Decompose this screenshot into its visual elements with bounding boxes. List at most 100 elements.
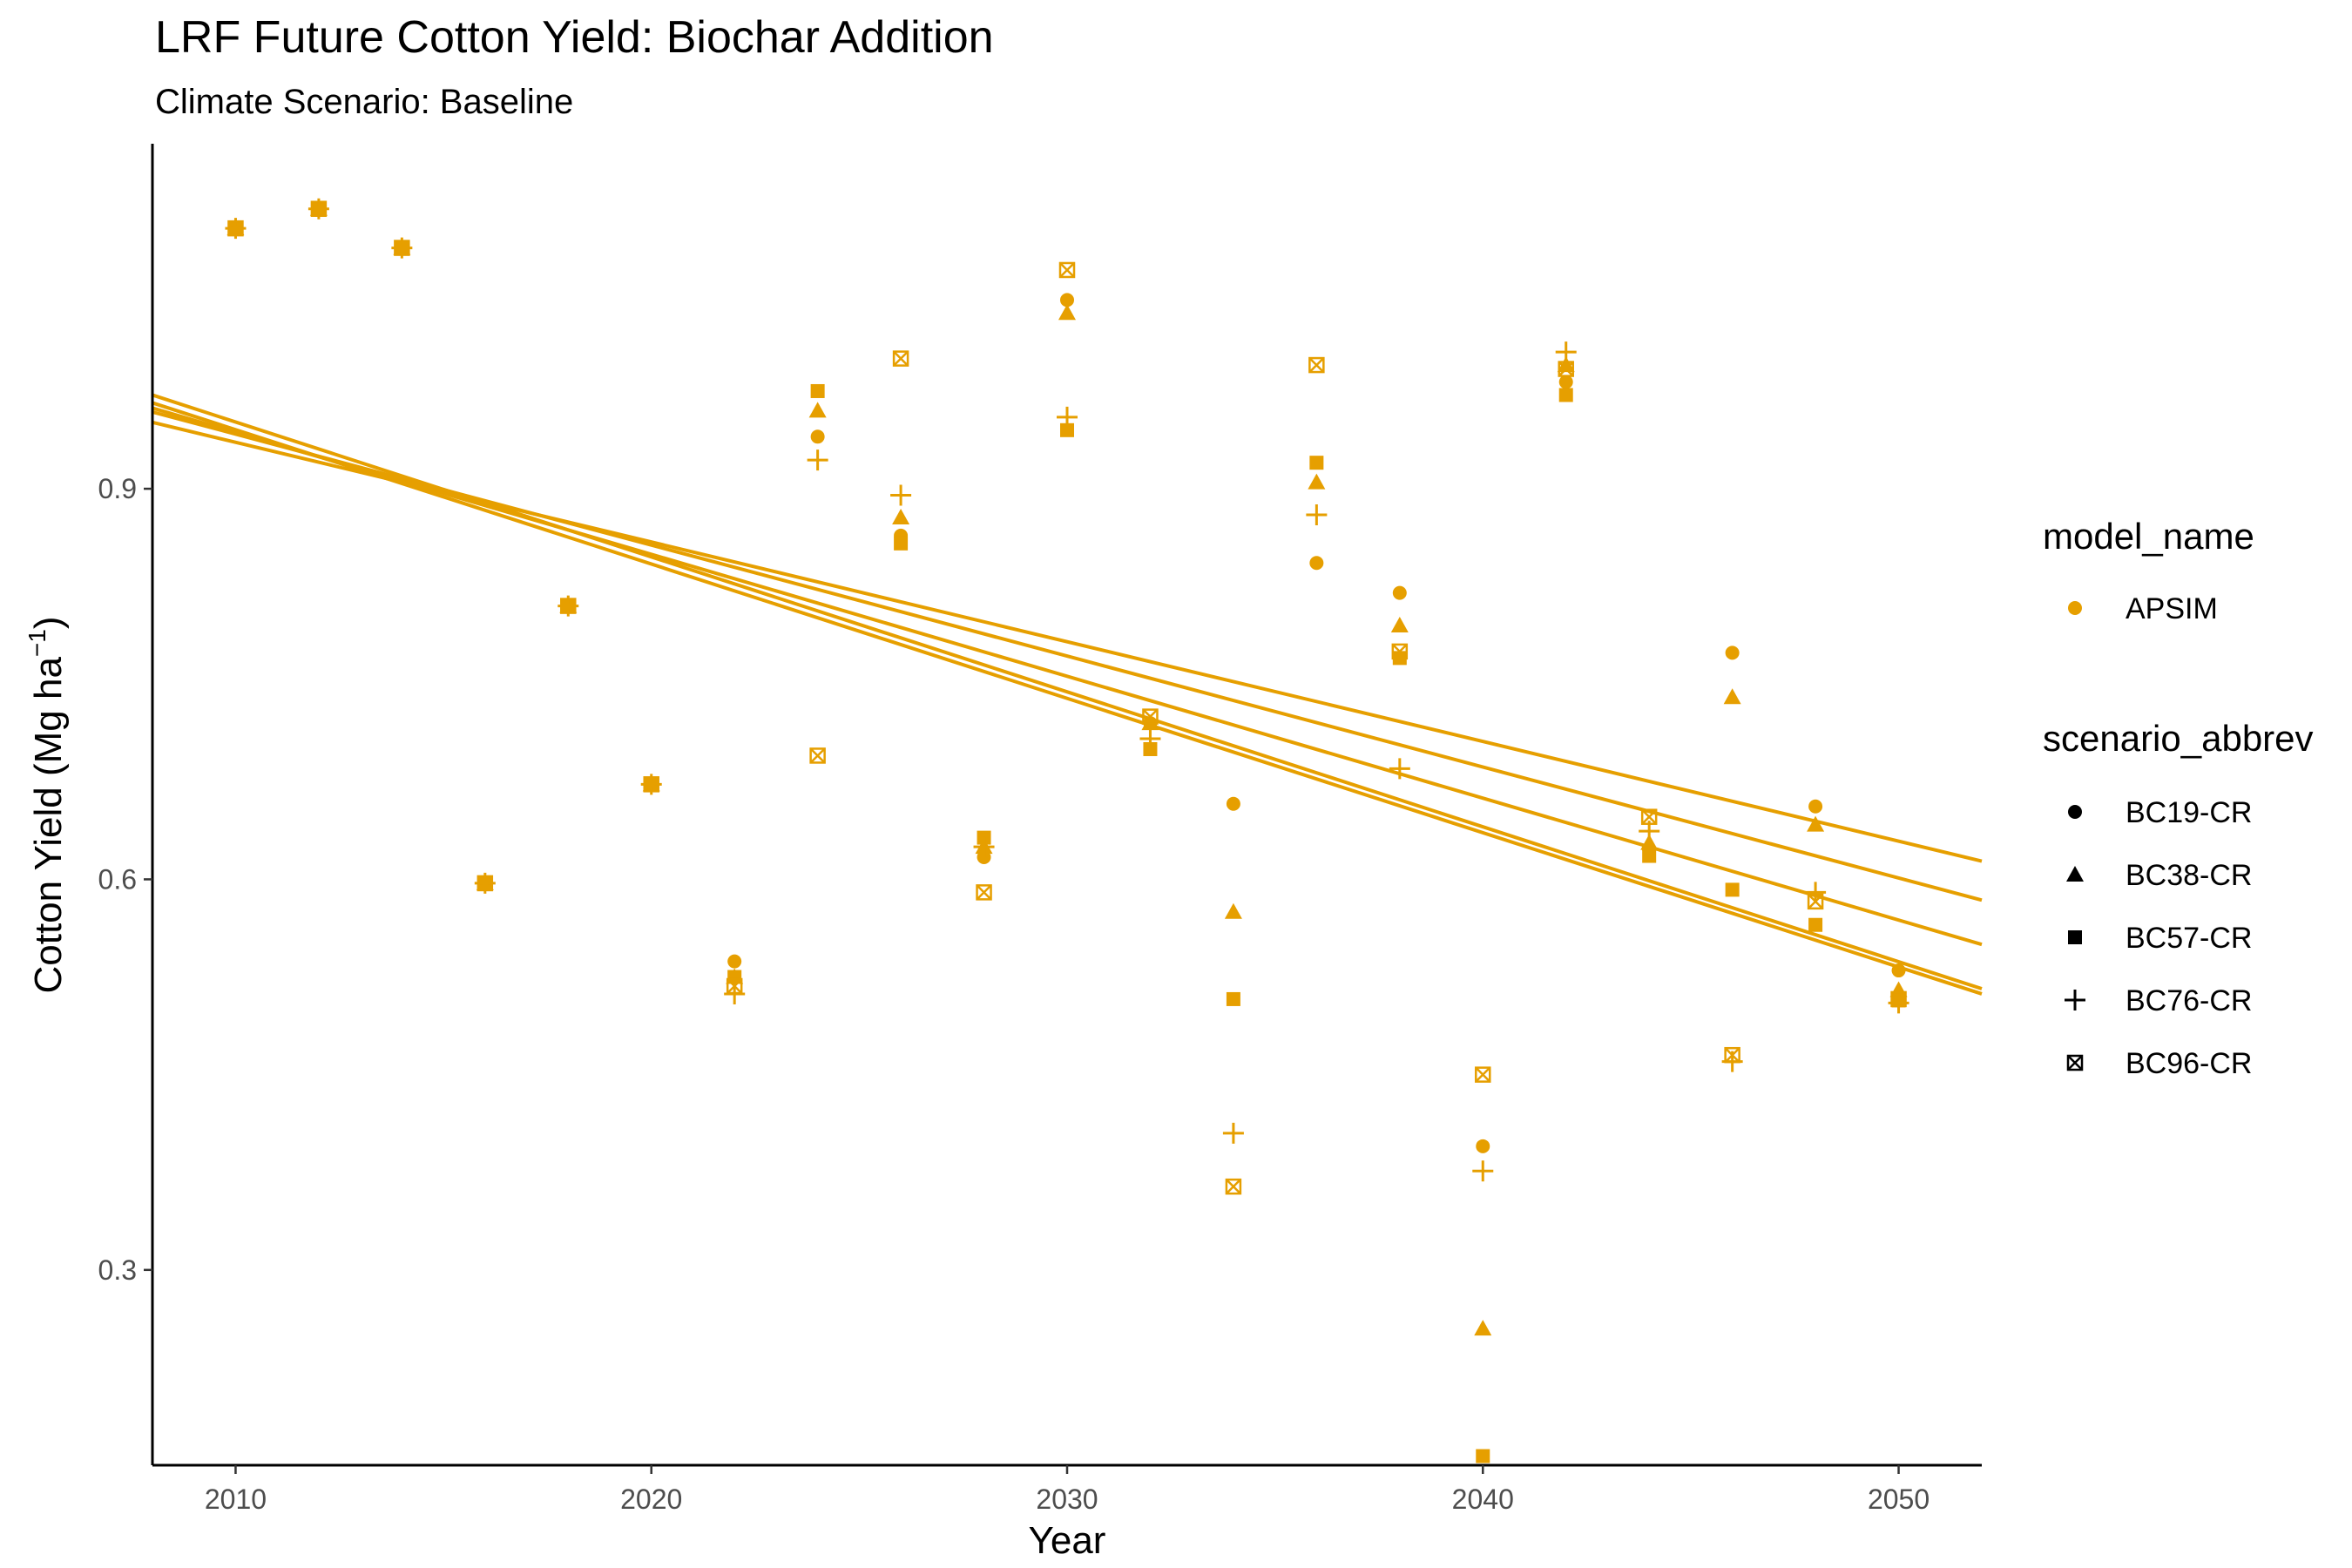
point-bc57-cr-2046 [1725, 882, 1740, 897]
point-bc38-cr-2044 [1640, 834, 1659, 850]
point-bc96-cr-2046 [1724, 1046, 1740, 1064]
point-bc19-cr-2048 [1808, 799, 1823, 814]
legend-model-label: APSIM [2126, 592, 2218, 625]
point-bc96-cr-2030 [1058, 261, 1076, 279]
chart-title: LRF Future Cotton Yield: Biochar Additio… [155, 12, 994, 63]
point-bc96-cr-2048 [1807, 893, 1824, 910]
legend-model-key-apsim [2068, 601, 2082, 615]
legend-scenario-key-bc38-cr [2066, 866, 2084, 882]
point-bc76-cr-2032 [1139, 728, 1161, 750]
point-bc96-cr-2018 [560, 598, 577, 614]
point-bc76-cr-2030 [1057, 406, 1078, 428]
legend-scenario-key-bc96-cr [2066, 1054, 2084, 1071]
point-bc96-cr-2038 [1391, 643, 1409, 660]
point-bc19-cr-2022 [727, 954, 742, 969]
y-tick-label: 0.9 [98, 473, 137, 504]
y-ticks: 0.3 0.6 0.9 [98, 473, 152, 1286]
legend-scenario: scenario_abbrev BC19-CR BC38-CR BC57-CR BC7… [2043, 718, 2314, 1080]
point-bc57-cr-2036 [1309, 456, 1324, 470]
point-bc96-cr-2012 [310, 200, 328, 217]
x-ticks: 2010 2020 2030 2040 2050 [205, 1465, 1930, 1515]
y-axis-title-close: ) [27, 616, 70, 629]
x-tick-label: 2020 [620, 1484, 682, 1515]
x-tick-label: 2010 [205, 1484, 267, 1515]
point-bc57-cr-2022 [727, 970, 742, 984]
trend-line-bc57-cr [152, 401, 1983, 996]
data-points [225, 198, 1909, 1463]
point-bc76-cr-2034 [1222, 1122, 1244, 1144]
point-bc96-cr-2014 [394, 240, 410, 256]
point-bc57-cr-2044 [1642, 848, 1657, 863]
legend-scenario-label: BC38-CR [2126, 859, 2252, 892]
point-bc19-cr-2042 [1558, 375, 1573, 389]
legend-scenario-key-bc19-cr [2068, 805, 2082, 819]
point-bc76-cr-2028 [973, 836, 995, 858]
point-bc96-cr-2036 [1308, 356, 1325, 374]
x-tick-label: 2040 [1452, 1484, 1514, 1515]
point-bc38-cr-2024 [808, 402, 827, 418]
point-bc76-cr-2024 [807, 449, 828, 471]
y-tick-label: 0.3 [98, 1254, 137, 1286]
legend-model: model_name APSIM [2043, 516, 2254, 625]
point-bc38-cr-2030 [1058, 304, 1076, 321]
legend-scenario-title: scenario_abbrev [2043, 718, 2314, 759]
point-bc57-cr-2026 [894, 536, 909, 551]
point-bc19-cr-2036 [1309, 556, 1324, 571]
point-bc38-cr-2038 [1390, 616, 1409, 632]
legend-model-title: model_name [2043, 516, 2254, 557]
chart-subtitle: Climate Scenario: Baseline [155, 83, 573, 121]
point-bc96-cr-2010 [227, 220, 244, 237]
legend-scenario-key-bc76-cr [2065, 990, 2085, 1010]
x-tick-label: 2050 [1868, 1484, 1930, 1515]
point-bc38-cr-2042 [1557, 356, 1575, 373]
point-bc96-cr-2024 [809, 747, 826, 764]
point-bc76-cr-2026 [890, 484, 912, 506]
point-bc76-cr-2040 [1472, 1160, 1494, 1182]
point-bc96-cr-2040 [1475, 1066, 1491, 1083]
point-bc38-cr-2048 [1807, 815, 1825, 832]
point-bc57-cr-2040 [1476, 1449, 1490, 1463]
point-bc57-cr-2042 [1558, 388, 1573, 402]
point-bc76-cr-2036 [1306, 504, 1328, 525]
point-bc57-cr-2024 [810, 383, 825, 398]
y-axis-title-main: Cotton Yield (Mg ha [27, 657, 70, 994]
y-axis-title: Cotton Yield (Mg ha−1) [24, 616, 70, 993]
legend-scenario-key-bc57-cr [2068, 930, 2082, 944]
trend-line-bc76-cr [152, 393, 1983, 990]
point-bc19-cr-2034 [1226, 796, 1240, 811]
point-bc96-cr-2022 [726, 977, 743, 995]
y-tick-label: 0.6 [98, 863, 137, 895]
point-bc96-cr-2016 [476, 875, 494, 892]
point-bc96-cr-2044 [1640, 808, 1658, 825]
point-bc96-cr-2042 [1558, 361, 1574, 377]
point-bc57-cr-2034 [1226, 991, 1240, 1006]
point-bc38-cr-2026 [892, 508, 910, 524]
point-bc96-cr-2028 [976, 884, 992, 901]
legend-scenario-label: BC57-CR [2126, 922, 2252, 955]
point-bc19-cr-2046 [1725, 645, 1740, 660]
point-bc19-cr-2038 [1392, 585, 1407, 600]
point-bc96-cr-2020 [643, 776, 659, 793]
legend-scenario-label: BC76-CR [2126, 984, 2252, 1017]
trend-line-bc96-cr [152, 406, 1983, 947]
point-bc19-cr-2024 [810, 429, 825, 444]
point-bc76-cr-2042 [1555, 341, 1577, 363]
y-axis-title-sup: −1 [24, 629, 51, 657]
x-tick-label: 2030 [1036, 1484, 1098, 1515]
legend-scenario-label: BC96-CR [2126, 1047, 2252, 1080]
point-bc96-cr-2026 [892, 350, 909, 367]
point-bc57-cr-2048 [1808, 917, 1823, 932]
point-bc38-cr-2040 [1474, 1320, 1492, 1336]
point-bc38-cr-2036 [1308, 473, 1326, 490]
x-axis-title: Year [1029, 1519, 1106, 1562]
point-bc38-cr-2034 [1224, 902, 1242, 919]
point-bc38-cr-2046 [1723, 688, 1741, 705]
point-bc76-cr-2048 [1805, 882, 1827, 903]
point-bc96-cr-2034 [1225, 1178, 1242, 1195]
point-bc19-cr-2050 [1891, 963, 1906, 978]
point-bc96-cr-2050 [1890, 990, 1907, 1008]
point-bc38-cr-2032 [1141, 714, 1159, 731]
point-bc76-cr-2038 [1389, 758, 1410, 780]
point-bc96-cr-2032 [1142, 708, 1159, 725]
